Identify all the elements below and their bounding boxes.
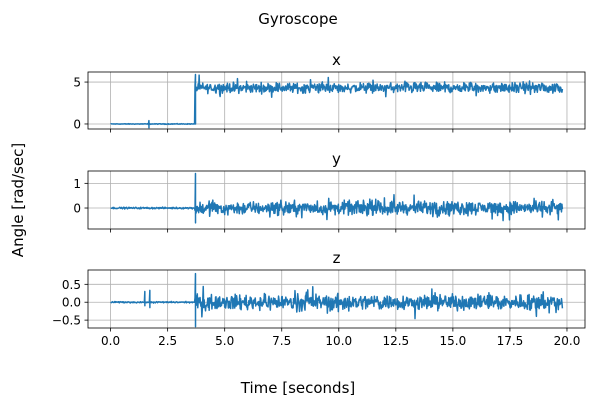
series-line-y	[110, 172, 564, 224]
x-tick-label: 5.0	[215, 334, 234, 348]
x-tick-label: 10.0	[325, 334, 352, 348]
axes-frame-y	[87, 170, 586, 230]
subplot-title-y: y	[332, 150, 341, 168]
y-tick-label-x: 0	[73, 117, 81, 131]
axes-frame-x	[87, 71, 586, 130]
x-tick-label: 15.0	[440, 334, 467, 348]
y-axis-label: Angle [rad/sec]	[9, 143, 27, 257]
subplot-x: x 0 5	[73, 51, 586, 133]
x-tick-label: 17.5	[497, 334, 524, 348]
subplot-y: y 0 1	[73, 150, 586, 233]
subplots: x 0 5 y 0 1 z 0.0 2.5 5.0 7.5 10.0 12.5 15.0 17.5 20.0 −…	[52, 51, 586, 348]
y-tick-label-z: 0.0	[62, 296, 81, 310]
figure-title: Gyroscope	[258, 10, 338, 28]
y-tick-label-z: −0.5	[52, 314, 81, 328]
x-axis-label: Time [seconds]	[240, 379, 356, 397]
series-line-x	[110, 73, 564, 129]
y-tick-label-y: 0	[73, 202, 81, 216]
x-tick-label: 20.0	[554, 334, 581, 348]
y-tick-label-z: 0.5	[62, 278, 81, 292]
x-tick-label: 12.5	[382, 334, 409, 348]
x-tick-label: 7.5	[272, 334, 291, 348]
axes-frame-z	[87, 269, 586, 329]
subplot-z: z 0.0 2.5 5.0 7.5 10.0 12.5 15.0 17.5 20.0 −0.5 0.0…	[52, 249, 586, 348]
y-tick-label-y: 1	[73, 177, 81, 191]
subplot-title-x: x	[332, 51, 341, 69]
y-tick-label-x: 5	[73, 76, 81, 90]
x-tick-label: 0.0	[101, 334, 120, 348]
x-tick-label: 2.5	[158, 334, 177, 348]
subplot-title-z: z	[333, 249, 341, 267]
series-line-z	[110, 272, 564, 328]
